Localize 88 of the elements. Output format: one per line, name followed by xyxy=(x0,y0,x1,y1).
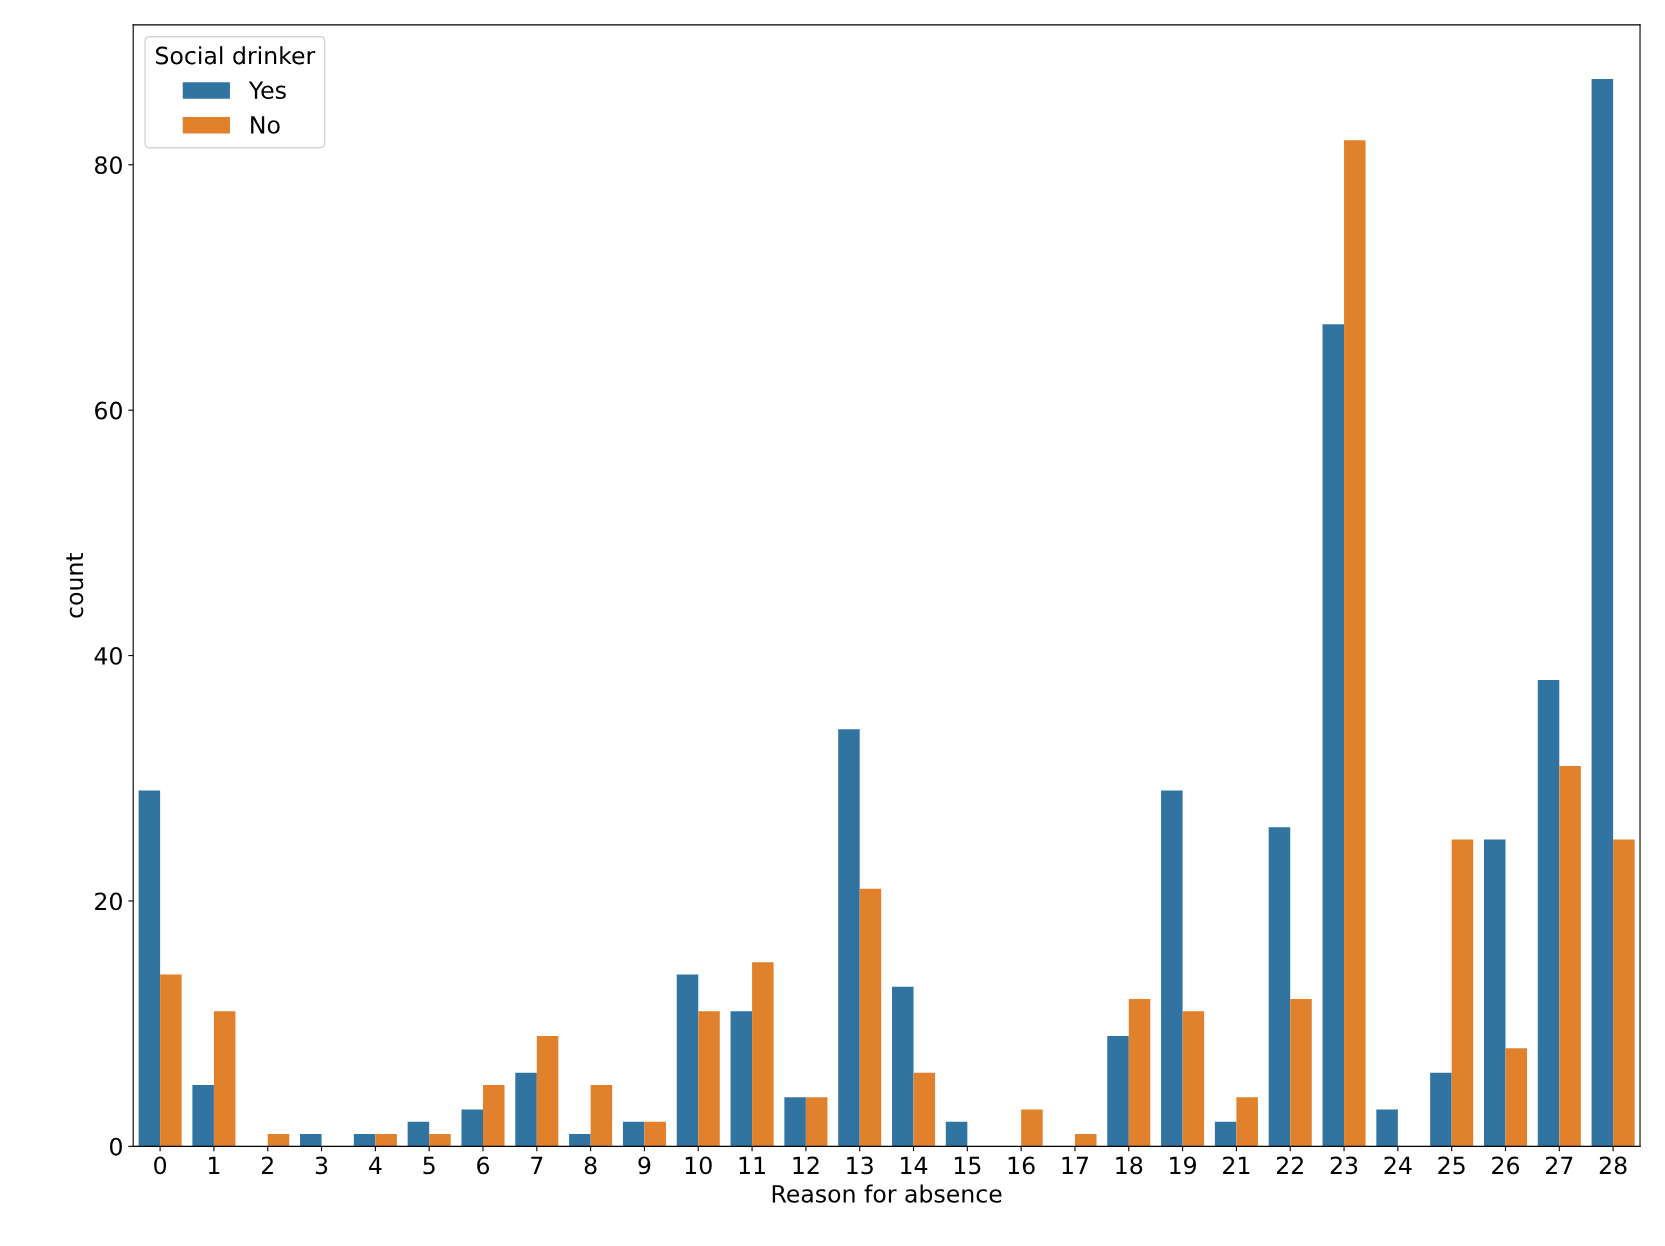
bar xyxy=(891,986,914,1147)
x-tick-label: 22 xyxy=(1276,1156,1303,1174)
bar xyxy=(1344,140,1366,1147)
x-tick-label: 7 xyxy=(531,1156,543,1174)
bar xyxy=(1376,1109,1398,1147)
bar xyxy=(138,790,161,1147)
bar xyxy=(1107,1035,1129,1147)
bar xyxy=(461,1109,483,1147)
bar xyxy=(1591,78,1614,1147)
bar xyxy=(407,1121,430,1147)
bar xyxy=(784,1097,806,1147)
bar xyxy=(429,1134,451,1147)
bar xyxy=(859,888,882,1147)
x-tick-label: 15 xyxy=(954,1156,981,1175)
bar xyxy=(1505,1048,1528,1147)
x-tick-label: 3 xyxy=(315,1156,328,1175)
bar xyxy=(805,1097,828,1147)
x-tick-label: 23 xyxy=(1330,1156,1358,1175)
bar xyxy=(1451,839,1474,1147)
bar xyxy=(838,729,860,1147)
x-tick-label: 26 xyxy=(1492,1156,1520,1175)
y-tick-label: 20 xyxy=(95,892,122,911)
bar xyxy=(1182,1011,1205,1147)
x-tick-label: 16 xyxy=(1008,1156,1035,1175)
x-tick-label: 28 xyxy=(1599,1156,1627,1175)
bar xyxy=(536,1035,559,1147)
x-tick-label: 21 xyxy=(1223,1156,1250,1174)
x-tick-label: 11 xyxy=(739,1156,765,1174)
bar xyxy=(1128,999,1151,1147)
y-tick-label: 60 xyxy=(95,401,122,420)
bar xyxy=(515,1072,537,1147)
bar xyxy=(1290,999,1312,1147)
bar xyxy=(730,1011,753,1147)
x-tick-label: 2 xyxy=(261,1156,273,1174)
y-axis-title: count xyxy=(66,552,84,618)
bar xyxy=(213,1011,236,1147)
bar xyxy=(752,962,774,1147)
x-tick-label: 1 xyxy=(209,1156,220,1174)
x-tick-label: 17 xyxy=(1062,1156,1088,1174)
bar xyxy=(622,1121,645,1147)
bar xyxy=(1268,827,1291,1147)
y-tick-label: 40 xyxy=(94,647,122,665)
x-tick-label: 19 xyxy=(1170,1156,1196,1175)
bar xyxy=(569,1134,591,1147)
x-tick-label: 13 xyxy=(847,1156,873,1175)
bar xyxy=(192,1084,214,1147)
x-tick-label: 0 xyxy=(154,1156,167,1175)
bar xyxy=(1430,1072,1452,1147)
x-tick-label: 12 xyxy=(793,1156,819,1174)
bar xyxy=(1559,765,1581,1147)
x-axis-title: Reason for absence xyxy=(772,1184,1002,1203)
bar xyxy=(1236,1097,1258,1147)
bar xyxy=(353,1134,376,1147)
x-tick-label: 18 xyxy=(1116,1156,1143,1175)
y-tick-label: 0 xyxy=(110,1137,122,1156)
legend-title: Social drinker xyxy=(156,46,316,65)
x-tick-label: 5 xyxy=(423,1156,435,1175)
bar xyxy=(1074,1134,1097,1147)
x-tick-label: 25 xyxy=(1438,1156,1465,1175)
bar xyxy=(1322,324,1345,1147)
y-tick-label: 80 xyxy=(95,156,122,175)
bar xyxy=(945,1121,968,1147)
bar xyxy=(1021,1109,1043,1147)
bar xyxy=(375,1134,397,1147)
bar xyxy=(913,1072,936,1147)
legend-label: Yes xyxy=(248,81,286,100)
x-tick-label: 4 xyxy=(369,1156,382,1174)
bar xyxy=(1483,839,1506,1147)
x-tick-label: 6 xyxy=(477,1156,490,1175)
x-tick-label: 9 xyxy=(638,1156,651,1175)
bar xyxy=(590,1084,613,1147)
bar xyxy=(1537,680,1560,1147)
x-tick-label: 24 xyxy=(1384,1156,1412,1174)
x-tick-label: 27 xyxy=(1546,1156,1573,1174)
bar xyxy=(676,974,699,1147)
bar xyxy=(267,1134,290,1147)
legend-label: No xyxy=(251,116,280,134)
bar xyxy=(483,1084,505,1147)
bar xyxy=(1214,1121,1237,1147)
bar xyxy=(1161,790,1183,1147)
bar xyxy=(300,1134,322,1147)
bar xyxy=(698,1011,720,1147)
bar xyxy=(1613,839,1635,1147)
x-tick-label: 10 xyxy=(685,1156,712,1175)
bar xyxy=(644,1121,666,1147)
bar xyxy=(160,974,182,1147)
x-tick-label: 8 xyxy=(584,1156,597,1175)
x-tick-label: 14 xyxy=(901,1156,928,1174)
